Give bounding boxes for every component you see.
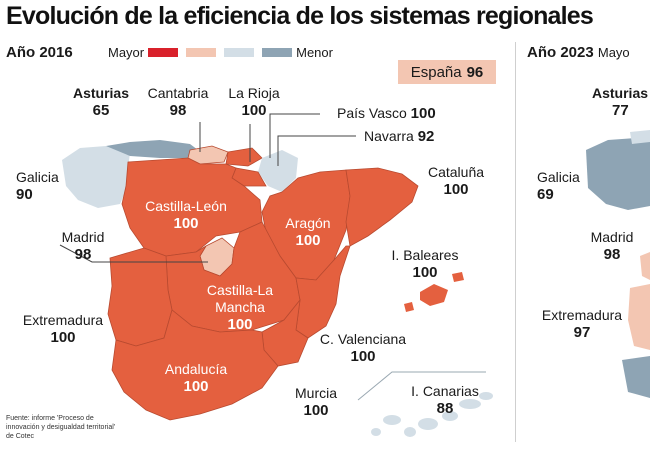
label-2023-madrid: Madrid 98 bbox=[590, 229, 634, 263]
label-canarias: I. Canarias 88 bbox=[411, 383, 479, 417]
legend-low-label: Menor bbox=[296, 45, 333, 60]
year-label-2023: Año 2023 Mayo bbox=[527, 44, 630, 61]
label-extremadura: Extremadura 100 bbox=[22, 312, 104, 346]
national-value-box: España 96 bbox=[398, 60, 496, 84]
label-c-valenciana: C. Valenciana 100 bbox=[319, 331, 407, 365]
national-value: 96 bbox=[466, 63, 484, 81]
page-title: Evolución de la eficiencia de los sistem… bbox=[6, 2, 594, 30]
region-baleares bbox=[404, 272, 464, 312]
region-2023-asturias bbox=[630, 130, 650, 144]
label-2023-extremadura: Extremadura 97 bbox=[541, 307, 623, 341]
legend-high-label: Mayor bbox=[108, 45, 145, 60]
legend-swatch-3 bbox=[224, 48, 255, 57]
label-la-rioja: La Rioja 100 bbox=[228, 85, 280, 119]
region-2023-madrid bbox=[640, 252, 650, 280]
region-navarra bbox=[258, 150, 298, 192]
label-murcia: Murcia 100 bbox=[294, 385, 338, 419]
label-2023-asturias: Asturias 77 bbox=[592, 85, 649, 119]
legend-swatch-1 bbox=[148, 48, 179, 57]
label-cantabria: Cantabria 98 bbox=[147, 85, 209, 119]
region-andalucia bbox=[111, 309, 279, 421]
label-asturias: Asturias 65 bbox=[72, 85, 130, 119]
label-navarra: Navarra 92 bbox=[364, 128, 435, 145]
region-2023-extremadura bbox=[628, 284, 650, 350]
label-aragon: Aragón 100 bbox=[285, 215, 331, 249]
year-label-2016: Año 2016 bbox=[6, 44, 73, 61]
label-madrid: Madrid 98 bbox=[61, 229, 105, 263]
canarias-inset-frame bbox=[357, 371, 486, 401]
region-canarias bbox=[371, 392, 493, 437]
region-cataluna bbox=[345, 167, 419, 247]
leader-lines bbox=[59, 113, 356, 263]
map-2023 bbox=[586, 130, 650, 398]
label-castilla-la-mancha: Castilla-La Mancha 100 bbox=[206, 282, 274, 333]
legend-swatch-4 bbox=[262, 48, 293, 57]
label-baleares: I. Baleares 100 bbox=[391, 247, 459, 281]
legend-swatch-2 bbox=[186, 48, 217, 57]
national-name: España bbox=[410, 63, 462, 81]
source-note: Fuente: informe 'Proceso de innovación y… bbox=[6, 415, 116, 440]
label-cataluna: Cataluña 100 bbox=[427, 164, 485, 198]
region-galicia bbox=[62, 146, 130, 208]
label-andalucia: Andalucía 100 bbox=[164, 361, 228, 395]
legend: Mayor Menor bbox=[108, 45, 333, 60]
panel-divider bbox=[515, 42, 516, 442]
region-asturias bbox=[106, 140, 198, 158]
region-c-valenciana bbox=[295, 245, 351, 339]
label-castilla-leon: Castilla-León 100 bbox=[145, 198, 227, 232]
region-2023-andalucia bbox=[622, 356, 650, 398]
label-galicia: Galicia 90 bbox=[16, 169, 59, 203]
map-2016 bbox=[59, 113, 493, 437]
region-2023-galicia bbox=[586, 138, 650, 210]
label-pais-vasco: País Vasco 100 bbox=[337, 105, 436, 122]
region-extremadura bbox=[107, 247, 173, 347]
region-pais-vasco bbox=[225, 147, 263, 167]
label-2023-galicia: Galicia 69 bbox=[537, 169, 580, 203]
